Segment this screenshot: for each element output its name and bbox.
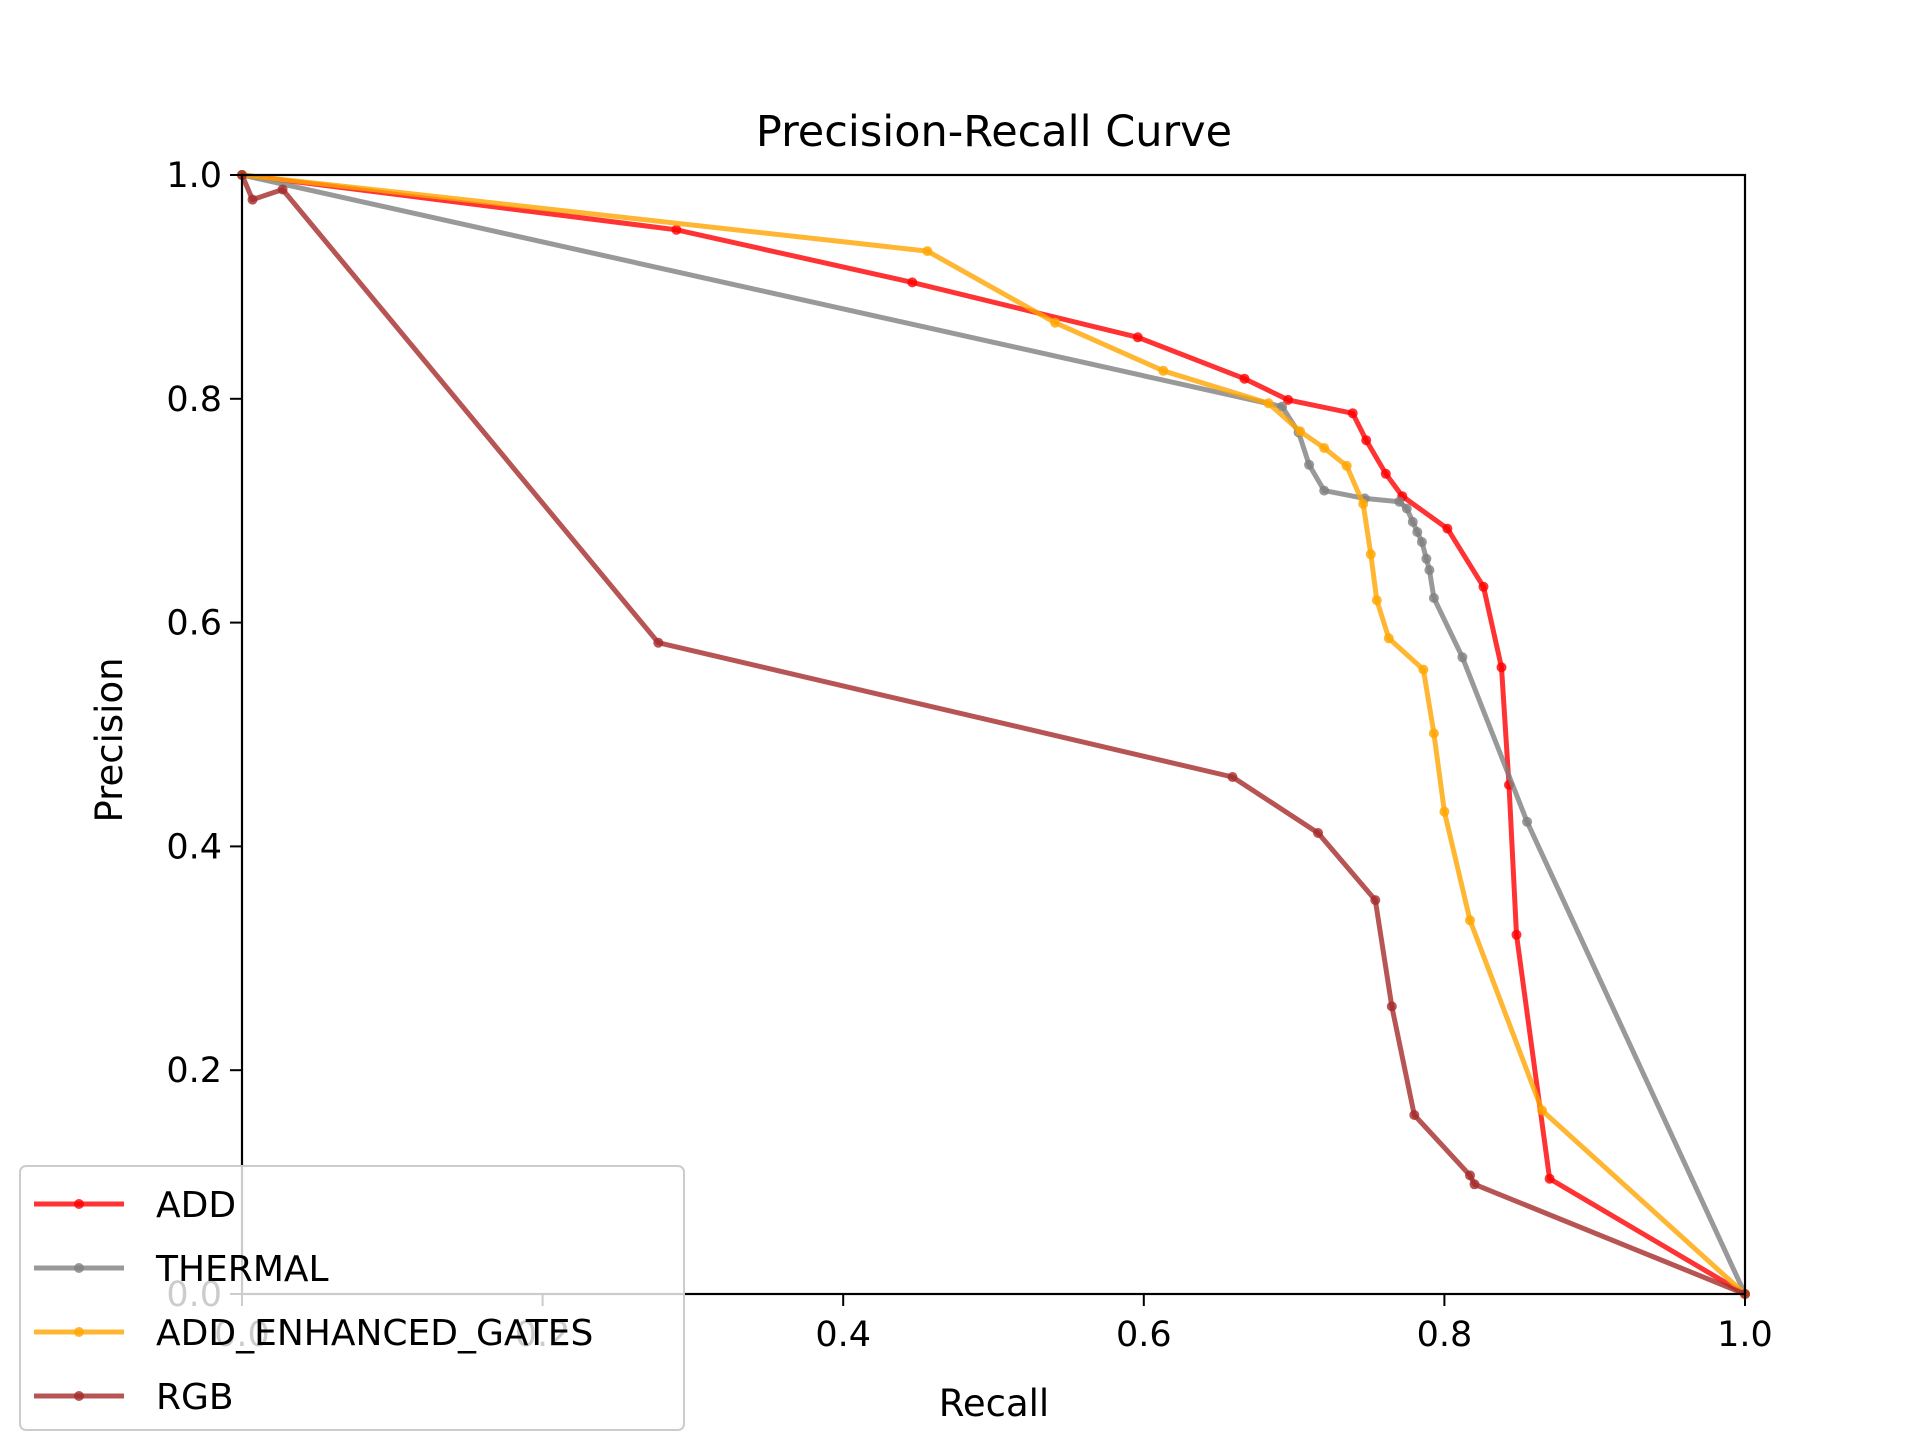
data-point <box>1416 537 1427 547</box>
data-point <box>1341 460 1352 471</box>
data-point <box>1465 915 1475 926</box>
legend-item: ADD <box>34 1185 236 1226</box>
data-point <box>653 637 664 648</box>
data-point <box>1537 1105 1548 1116</box>
data-point <box>1319 485 1330 496</box>
data-point <box>1365 549 1376 560</box>
data-point <box>922 246 933 257</box>
data-point <box>1401 503 1412 514</box>
data-point <box>1511 929 1522 940</box>
data-point <box>1380 468 1391 479</box>
data-point <box>1263 398 1274 409</box>
data-point <box>1277 401 1288 412</box>
data-point <box>1239 373 1250 384</box>
legend-label: RGB <box>156 1377 234 1418</box>
y-axis-label: Precision <box>88 657 131 822</box>
y-tick-label: 0.6 <box>166 604 222 644</box>
legend-label: ADD <box>156 1185 236 1226</box>
plot-frame <box>240 173 1747 1296</box>
data-point <box>1469 1179 1480 1190</box>
legend-item: ADD_ENHANCED_GATES <box>34 1313 593 1354</box>
legend-box <box>19 1165 685 1431</box>
x-tick-label: 0.6 <box>1116 1315 1172 1355</box>
data-point <box>1478 581 1489 592</box>
series-add <box>237 170 1750 1299</box>
x-tick-label: 0.8 <box>1417 1315 1473 1355</box>
data-point <box>1319 443 1330 453</box>
legend-label: ADD_ENHANCED_GATES <box>156 1313 593 1354</box>
legend-marker <box>74 1263 84 1273</box>
data-point <box>1522 816 1533 827</box>
legend-marker <box>74 1199 84 1209</box>
data-point <box>1283 394 1294 405</box>
data-point <box>1428 593 1439 603</box>
data-point <box>1158 365 1169 376</box>
data-point <box>1227 772 1238 782</box>
x-tick-label: 0.4 <box>815 1315 871 1355</box>
data-point <box>1370 895 1381 906</box>
data-point <box>1132 332 1143 343</box>
data-point <box>1424 565 1435 575</box>
data-point <box>1361 435 1372 446</box>
legend-marker <box>74 1391 84 1401</box>
y-tick-label: 0.2 <box>166 1051 222 1091</box>
legend-marker <box>74 1327 84 1337</box>
data-point <box>1412 527 1423 537</box>
y-tick-label: 0.8 <box>166 380 222 420</box>
data-point <box>1544 1173 1555 1184</box>
series-line <box>239 172 1748 1297</box>
data-point <box>1421 553 1432 564</box>
data-point <box>247 194 258 205</box>
data-point <box>1313 828 1324 838</box>
series-rgb <box>237 170 1750 1299</box>
legend: ADD THERMAL ADD_ENHANCED_GATES RGB <box>19 1165 685 1431</box>
data-point <box>1409 1110 1420 1120</box>
y-tick-label: 0.4 <box>166 827 222 867</box>
data-point <box>1442 523 1453 534</box>
data-point <box>1295 426 1306 437</box>
data-point <box>1050 317 1061 328</box>
data-point <box>1428 728 1439 739</box>
x-tick-label: 1.0 <box>1717 1315 1773 1355</box>
series-layer <box>237 170 1750 1299</box>
data-point <box>1304 459 1315 470</box>
chart-title: Precision-Recall Curve <box>756 107 1232 157</box>
data-point <box>277 184 288 195</box>
data-point <box>1465 1170 1475 1181</box>
data-point <box>1457 652 1468 663</box>
data-point <box>1418 664 1429 675</box>
legend-label: THERMAL <box>155 1249 329 1290</box>
data-point <box>1496 662 1507 673</box>
data-point <box>1407 516 1418 527</box>
legend-item: THERMAL <box>34 1249 329 1290</box>
data-point <box>1358 499 1369 509</box>
data-point <box>1383 633 1394 644</box>
data-point <box>1394 496 1405 507</box>
data-point <box>1386 1001 1397 1012</box>
x-axis-label: Recall <box>939 1382 1049 1425</box>
data-point <box>907 277 918 288</box>
data-point <box>1439 806 1450 817</box>
data-point <box>1371 595 1382 606</box>
y-tick-label: 1.0 <box>166 156 222 196</box>
data-point <box>1347 408 1358 419</box>
data-point <box>671 224 682 235</box>
legend-item: RGB <box>34 1377 234 1418</box>
